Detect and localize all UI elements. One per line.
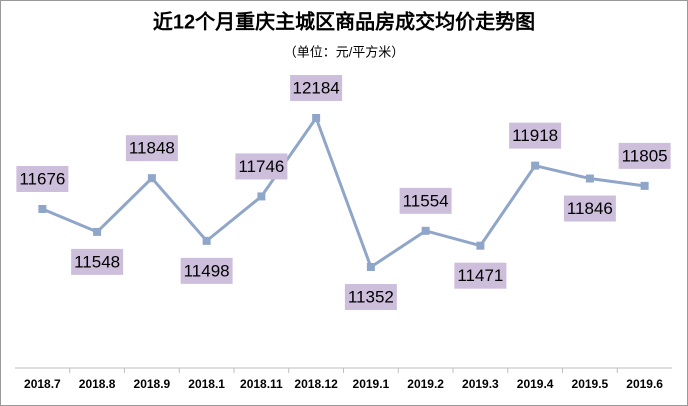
marker: [421, 226, 430, 235]
label-box: [509, 122, 562, 149]
marker: [585, 174, 594, 183]
label-box: [454, 262, 507, 289]
series-line: [41, 114, 645, 270]
label-box: [235, 153, 288, 180]
x-tick-label: 2018.9: [134, 377, 171, 391]
data-label: 12184: [292, 78, 339, 97]
marker: [38, 204, 47, 213]
label-box: [399, 187, 452, 214]
x-tick-label: 2018.12: [294, 377, 338, 391]
data-label: 11918: [512, 126, 558, 145]
x-tick-label: 2019.6: [626, 377, 663, 391]
label-box: [618, 142, 671, 169]
label-box: [180, 257, 233, 284]
marker: [366, 263, 375, 271]
data-label: 11352: [348, 287, 394, 306]
marker: [640, 181, 649, 190]
data-label: 11846: [567, 199, 613, 218]
x-tick-label: 2018.11: [240, 377, 283, 391]
label-box: [125, 135, 178, 162]
label-box: [16, 165, 69, 192]
label-box: [290, 75, 343, 101]
data-label: 11548: [74, 252, 120, 271]
x-tick-label: 2018.1: [188, 377, 225, 391]
data-label: 11848: [129, 139, 175, 158]
marker: [312, 114, 321, 122]
label-box: [71, 248, 124, 275]
x-tick-label: 2019.3: [462, 377, 499, 391]
data-label: 11498: [184, 261, 230, 280]
marker: [202, 236, 211, 245]
label-box: [344, 284, 397, 310]
data-label: 11805: [622, 146, 668, 165]
x-tick-label: 2019.1: [353, 377, 390, 391]
marker: [147, 174, 156, 183]
marker: [93, 227, 102, 236]
data-label: 11746: [238, 157, 284, 176]
marker: [476, 241, 485, 250]
x-tick-label: 2019.4: [517, 377, 554, 391]
data-label: 11554: [403, 191, 449, 210]
data-label: 11676: [19, 169, 65, 188]
chart-title: 近12个月重庆主城区商品房成交均价走势图: [153, 9, 535, 33]
marker: [531, 161, 540, 170]
x-tick-label: 2018.8: [79, 377, 116, 391]
marker: [257, 192, 266, 201]
chart-subtitle: （单位：元/平方米）: [284, 44, 405, 59]
label-box: [563, 195, 616, 222]
data-label: 11471: [457, 266, 503, 285]
x-tick-label: 2019.2: [407, 377, 444, 391]
x-tick-label: 2019.5: [572, 377, 609, 391]
x-tick-label: 2018.7: [24, 377, 61, 391]
